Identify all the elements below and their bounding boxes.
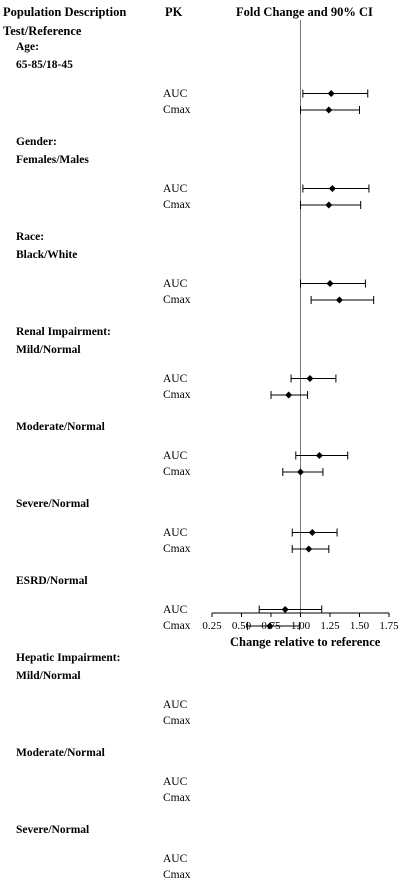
group-label: Females/Males xyxy=(16,154,89,166)
point-estimate-marker xyxy=(281,606,289,613)
pk-label: AUC xyxy=(163,526,188,539)
pk-label: AUC xyxy=(163,87,188,100)
pk-label: AUC xyxy=(163,449,188,462)
pk-label: Cmax xyxy=(163,620,191,632)
pk-label: Cmax xyxy=(163,104,191,116)
group-label: Age: xyxy=(16,41,39,53)
pk-label: Cmax xyxy=(163,389,191,401)
group-label: 65-85/18-45 xyxy=(16,59,73,71)
x-tick-label: 0.50 xyxy=(232,620,252,632)
group-label: Mild/Normal xyxy=(16,344,81,356)
x-tick-label: 1.25 xyxy=(320,620,340,632)
point-estimate-marker xyxy=(325,201,333,209)
point-estimate-marker xyxy=(306,375,314,382)
fold-change-header: Fold Change and 90% CI xyxy=(236,5,373,19)
point-estimate-marker xyxy=(266,622,274,630)
point-estimate-marker xyxy=(285,391,293,399)
pk-label: AUC xyxy=(163,775,188,788)
group-label: Severe/Normal xyxy=(16,824,90,836)
forest-plot: 0.25 0.50 0.75 1.00 1.25 1.50 1.75 xyxy=(202,20,399,632)
group-label: Mild/Normal xyxy=(16,670,81,682)
group-label: Race: xyxy=(16,231,45,243)
pk-label: AUC xyxy=(163,277,188,290)
pk-label: Cmax xyxy=(163,869,191,881)
point-estimate-marker xyxy=(308,529,316,536)
point-estimate-marker xyxy=(325,106,333,114)
group-label: Renal Impairment: xyxy=(16,326,111,338)
point-estimate-marker xyxy=(327,90,335,97)
pk-label: AUC xyxy=(163,182,188,195)
point-estimate-marker xyxy=(305,545,313,553)
point-estimate-marker xyxy=(315,452,323,459)
x-axis-label: Change relative to reference xyxy=(230,635,381,649)
group-label: Moderate/Normal xyxy=(16,747,105,759)
x-tick-label: 1.50 xyxy=(350,620,370,632)
pk-label: AUC xyxy=(163,852,188,865)
pk-label: AUC xyxy=(163,603,188,616)
pk-label: Cmax xyxy=(163,294,191,306)
forest-plot-figure: Population Description Test/Reference PK… xyxy=(3,5,399,881)
group-label: Gender: xyxy=(16,136,57,148)
group-label: Severe/Normal xyxy=(16,498,90,510)
group-label: Black/White xyxy=(16,249,78,261)
pk-label: AUC xyxy=(163,698,188,711)
pk-label: Cmax xyxy=(163,199,191,211)
population-header: Population Description xyxy=(3,5,127,19)
pk-label: AUC xyxy=(163,372,188,385)
group-label: Moderate/Normal xyxy=(16,421,105,433)
pk-label: Cmax xyxy=(163,792,191,804)
group-label: ESRD/Normal xyxy=(16,575,88,587)
x-tick-label: 0.25 xyxy=(202,620,222,632)
x-tick-label: 1.00 xyxy=(291,620,311,632)
point-estimate-marker xyxy=(326,280,334,287)
test-reference-header: Test/Reference xyxy=(3,24,82,38)
pk-label: Cmax xyxy=(163,715,191,727)
point-estimate-marker xyxy=(328,185,336,192)
point-estimate-marker xyxy=(297,468,304,476)
pk-label: Cmax xyxy=(163,543,191,555)
point-estimate-marker xyxy=(335,296,343,304)
x-tick-label: 0.75 xyxy=(261,620,281,632)
pk-label: Cmax xyxy=(163,466,191,478)
pk-header: PK xyxy=(165,5,183,19)
x-tick-label: 1.75 xyxy=(379,620,399,632)
